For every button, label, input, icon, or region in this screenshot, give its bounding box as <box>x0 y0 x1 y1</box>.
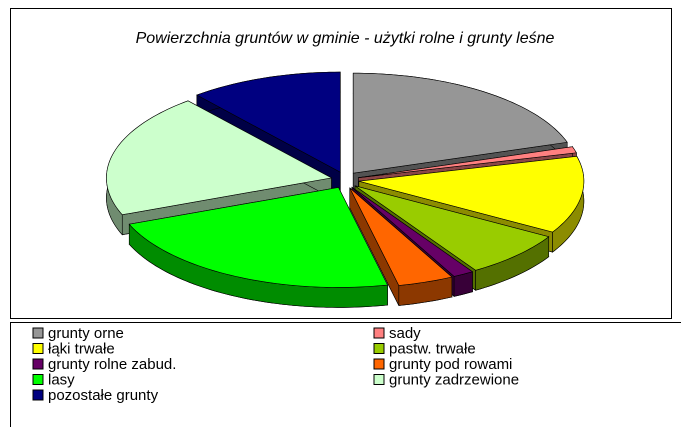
legend-label: grunty rolne zabud. <box>48 356 176 373</box>
slice-top <box>196 71 341 173</box>
plot-frame <box>10 8 672 319</box>
legend-swatch <box>32 374 44 385</box>
legend-label: grunty orne <box>48 325 124 342</box>
chart-title: Powierzchnia gruntów w gminie - użytki r… <box>135 30 555 47</box>
legend-swatch <box>373 343 385 354</box>
legend-swatch <box>32 389 44 401</box>
pie-slice <box>349 187 453 306</box>
legend-label: pastw. trwałe <box>389 340 476 357</box>
slice-top <box>354 185 550 271</box>
legend-label: łąki trwałe <box>48 340 115 357</box>
pie-slice <box>128 187 388 308</box>
slice-top <box>358 146 577 178</box>
slice-top <box>128 187 388 288</box>
legend-label: grunty pod rowami <box>389 356 512 373</box>
pie-slice <box>106 100 333 236</box>
slice-top <box>106 100 333 216</box>
slice-top <box>352 72 568 174</box>
legend-swatch <box>32 358 44 370</box>
slice-top <box>358 155 585 233</box>
legend-label: pozostałe grunty <box>48 387 159 404</box>
legend-swatch <box>373 358 385 370</box>
legend-label: grunty zadrzewione <box>389 371 519 388</box>
legend-frame <box>10 322 681 427</box>
legend-swatch <box>373 374 385 385</box>
pie <box>106 71 585 308</box>
legend-label: lasy <box>48 371 75 388</box>
slice-top <box>349 187 453 286</box>
legend-swatch <box>32 327 44 339</box>
slice-top <box>351 187 474 277</box>
legend-label: sady <box>389 325 421 342</box>
legend-swatch <box>373 327 385 339</box>
legend-swatch <box>32 343 44 354</box>
